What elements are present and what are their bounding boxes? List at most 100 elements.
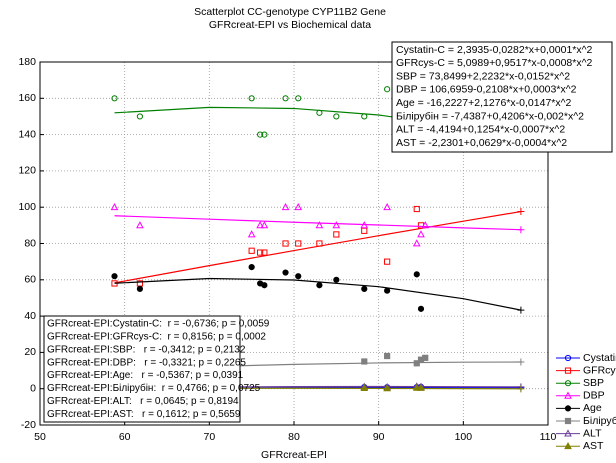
equation: GFRcys-C = 5,0989+0,9517*x-0,0008*x^2 xyxy=(396,57,593,69)
point xyxy=(260,221,269,229)
fit-end-marker xyxy=(517,226,525,234)
legend-marker xyxy=(564,380,572,387)
correlation: GFRcreat-EPI:Age: r = -0,5367; p = 0,039… xyxy=(47,370,244,381)
chart-title: Scatterplot CC-genotype CYP11B2 Gene xyxy=(194,6,386,18)
point xyxy=(136,221,144,229)
point xyxy=(248,263,255,271)
point xyxy=(315,221,324,229)
equation: Age = -16,2227+2,1276*x-0,0147*x^2 xyxy=(396,97,572,109)
x-tick-label: 80 xyxy=(288,431,300,443)
equation: AST = -2,2301+0,0629*x-0,0004*x^2 xyxy=(396,137,567,149)
y-tick-label: -20 xyxy=(21,419,36,431)
point xyxy=(136,285,144,292)
legend-marker xyxy=(564,367,572,374)
point xyxy=(295,273,302,280)
point xyxy=(417,230,425,238)
point xyxy=(111,273,118,280)
point xyxy=(333,231,340,238)
fit-curve xyxy=(114,215,521,231)
equation-box: Cystatin-C = 2,3935-0,0282*x+0,0001*x^2G… xyxy=(391,41,613,153)
point xyxy=(110,202,119,211)
legend-marker xyxy=(564,405,572,412)
y-tick-label: 180 xyxy=(18,56,36,68)
point xyxy=(421,221,430,229)
y-tick-label: 140 xyxy=(18,128,36,140)
legend-marker xyxy=(564,354,572,362)
equation: Білірубін = -7,4387+0,4206*x-0,002*x^2 xyxy=(396,110,584,122)
y-tick-label: 120 xyxy=(18,165,36,177)
y-tick-label: 20 xyxy=(24,346,36,358)
fit-end-marker xyxy=(517,385,525,393)
legend-label: Age xyxy=(583,402,602,414)
point xyxy=(294,202,303,211)
point xyxy=(384,258,391,265)
point xyxy=(360,383,369,392)
legend-marker xyxy=(564,429,572,437)
legend-label: GFRcys-C xyxy=(583,364,616,376)
x-tick-label: 50 xyxy=(34,431,46,443)
x-tick-label: 70 xyxy=(203,431,215,443)
correlation: GFRcreat-EPI:ALT: r = 0,0645; p = 0,8194 xyxy=(47,396,239,407)
point xyxy=(417,383,425,391)
point xyxy=(136,113,144,120)
point xyxy=(111,95,118,102)
x-tick-label: 90 xyxy=(373,431,385,443)
fit-curve xyxy=(114,277,522,311)
fit-end-marker xyxy=(517,358,525,366)
legend-marker xyxy=(564,441,572,450)
point xyxy=(281,202,290,211)
point xyxy=(361,358,368,365)
point xyxy=(248,95,255,102)
equation: Cystatin-C = 2,3935-0,0282*x+0,0001*x^2 xyxy=(396,44,593,56)
equation: DBP = 106,6959-0,2108*x+0,0003*x^2 xyxy=(396,84,577,96)
y-tick-label: 0 xyxy=(30,382,36,394)
point xyxy=(282,240,289,247)
point xyxy=(422,354,429,361)
point xyxy=(261,282,268,289)
point xyxy=(261,131,268,138)
legend-label: SBP xyxy=(583,377,604,389)
correlation: GFRcreat-EPI:AST: r = 0,1612; p = 0,5659 xyxy=(47,409,241,420)
point xyxy=(248,247,255,254)
point xyxy=(261,249,268,256)
correlation: GFRcreat-EPI:Білірубін: r = 0,4766; p = … xyxy=(47,382,261,394)
point xyxy=(333,276,340,283)
x-tick-label: 100 xyxy=(455,431,473,443)
legend-marker xyxy=(564,417,572,425)
equation-box-frame xyxy=(391,41,613,153)
y-tick-label: 100 xyxy=(18,201,36,213)
point xyxy=(295,95,302,102)
legend-label: Білірубін xyxy=(583,415,616,427)
point xyxy=(247,230,256,238)
x-tick-label: 110 xyxy=(540,431,557,443)
correlation-box: GFRcreat-EPI:Cystatin-C: r = -0,6736; p … xyxy=(43,315,270,423)
correlation: GFRcreat-EPI:GFRcys-C: r = 0,8156; p = 0… xyxy=(47,332,266,343)
point xyxy=(316,282,323,289)
legend-label: Cystatin-C xyxy=(583,352,616,364)
point xyxy=(417,305,425,312)
legend-label: DBP xyxy=(583,390,605,402)
equation: SBP = 73,8499+2,2232*x-0,0152*x^2 xyxy=(396,70,570,82)
y-tick-label: 60 xyxy=(24,274,36,286)
point xyxy=(361,113,368,120)
correlation: GFRcreat-EPI:SBP: r = -0,3412; p = 0,213… xyxy=(47,344,246,355)
point xyxy=(413,360,420,367)
point xyxy=(257,249,264,256)
point xyxy=(383,202,391,211)
point xyxy=(333,113,340,120)
fit-curve xyxy=(114,210,522,284)
point xyxy=(257,131,264,138)
legend-label: ALT xyxy=(583,427,602,439)
y-tick-label: 40 xyxy=(24,310,36,322)
y-tick-label: 160 xyxy=(18,92,36,104)
correlation-box-frame xyxy=(43,315,241,423)
point xyxy=(383,384,391,392)
point xyxy=(361,285,368,292)
correlation: GFRcreat-EPI:DBP: r = -0,3321; p = 0,226… xyxy=(47,357,246,368)
point xyxy=(282,269,289,276)
plot-frame xyxy=(39,61,549,426)
equation: ALT = -4,4194+0,1254*x-0,0007*x^2 xyxy=(396,124,565,136)
legend-marker xyxy=(564,391,572,399)
point xyxy=(412,239,421,247)
